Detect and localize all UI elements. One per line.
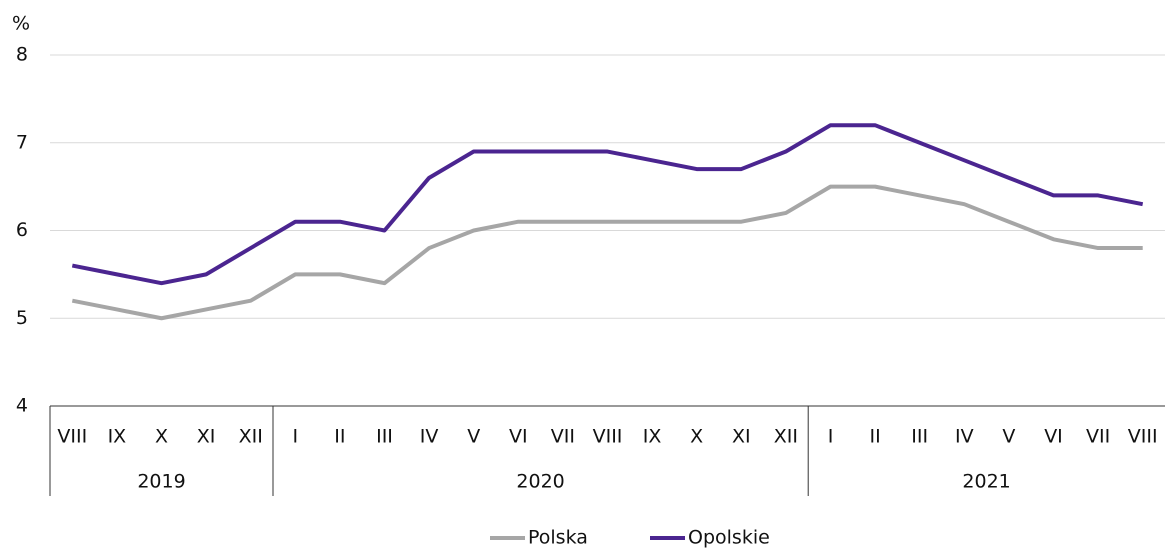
x-tick-label: VIII	[1128, 426, 1158, 448]
x-tick-label: III	[911, 426, 928, 448]
x-tick-label: IV	[420, 426, 439, 448]
y-tick-label: 8	[16, 44, 28, 66]
x-tick-label: VI	[1044, 426, 1063, 448]
x-tick-label: X	[690, 426, 703, 448]
x-tick-label: VII	[1086, 426, 1110, 448]
x-tick-label: IX	[643, 426, 662, 448]
x-tick-label: XI	[732, 426, 751, 448]
x-tick-label: XI	[197, 426, 216, 448]
legend-label: Polska	[528, 527, 588, 549]
line-series	[71, 184, 1143, 321]
group-label: 2020	[516, 471, 564, 493]
group-label: 2019	[137, 471, 185, 493]
x-tick-label: IX	[108, 426, 127, 448]
y-tick-label: 5	[16, 307, 28, 329]
x-tick-label: VIII	[57, 426, 87, 448]
x-tick-label: XII	[774, 426, 798, 448]
x-tick-label: VII	[551, 426, 575, 448]
x-tick-label: I	[828, 426, 834, 448]
y-unit: %	[12, 13, 30, 35]
x-tick-label: X	[155, 426, 168, 448]
x-tick-label: I	[292, 426, 298, 448]
group-label: 2021	[962, 471, 1010, 493]
y-tick-label: 6	[16, 219, 28, 241]
x-tick-label: V	[467, 426, 480, 448]
legend-label: Opolskie	[688, 527, 770, 549]
x-tick-label: III	[376, 426, 393, 448]
x-tick-label: VI	[509, 426, 528, 448]
line-series	[71, 123, 1144, 286]
x-tick-label: VIII	[593, 426, 623, 448]
x-tick-label: IV	[955, 426, 974, 448]
x-tick-label: V	[1002, 426, 1015, 448]
x-tick-label: XII	[239, 426, 263, 448]
x-tick-label: II	[869, 426, 880, 448]
y-tick-label: 4	[16, 395, 28, 417]
x-tick-label: II	[334, 426, 345, 448]
y-tick-label: 7	[16, 131, 28, 153]
